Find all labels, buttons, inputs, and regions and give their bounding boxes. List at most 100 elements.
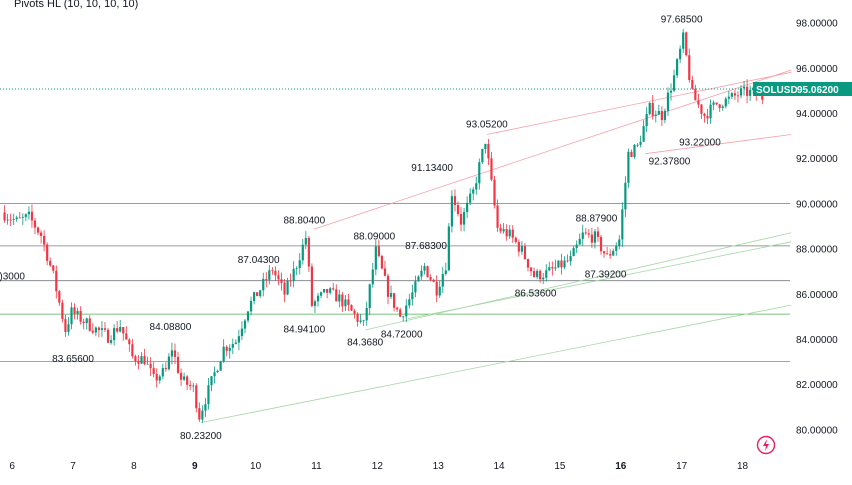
candle bbox=[262, 272, 265, 297]
candle-body bbox=[359, 320, 362, 322]
candle bbox=[484, 143, 487, 154]
candle bbox=[502, 223, 505, 234]
candle bbox=[146, 356, 149, 365]
candle bbox=[341, 291, 344, 312]
candle bbox=[672, 69, 676, 92]
candle-body bbox=[456, 205, 460, 214]
candle-body bbox=[697, 100, 700, 105]
candle bbox=[417, 275, 420, 282]
candle bbox=[557, 260, 560, 269]
symbol-price-tag: SOLUSD 95.06200 bbox=[753, 81, 852, 96]
y-tick-label: 86.00000 bbox=[796, 290, 838, 301]
candle bbox=[697, 93, 700, 109]
candle bbox=[462, 207, 466, 232]
pivot-label: 92.37800 bbox=[649, 157, 691, 168]
candle-body bbox=[94, 327, 97, 333]
candle-body bbox=[672, 75, 676, 91]
candle bbox=[438, 280, 441, 298]
y-tick-label: 94.00000 bbox=[796, 109, 838, 120]
candles-layer bbox=[3, 28, 764, 423]
candle bbox=[359, 314, 362, 324]
candle bbox=[490, 151, 493, 182]
candle-body bbox=[231, 343, 234, 348]
candle bbox=[12, 213, 15, 226]
candle-body bbox=[606, 253, 609, 255]
candle-body bbox=[82, 321, 85, 324]
candle bbox=[478, 158, 481, 190]
candle-body bbox=[125, 333, 128, 340]
candle bbox=[30, 204, 34, 228]
candle-body bbox=[259, 290, 262, 297]
candle bbox=[39, 230, 43, 244]
pivot-label: )3000 bbox=[0, 271, 25, 282]
candle bbox=[100, 321, 104, 337]
candle-body bbox=[499, 227, 502, 232]
candle bbox=[88, 315, 91, 332]
candle bbox=[219, 360, 222, 371]
candle-body bbox=[736, 95, 740, 97]
pivot-label: 88.09000 bbox=[353, 232, 395, 243]
candle bbox=[493, 176, 496, 209]
x-tick-label: 15 bbox=[554, 461, 566, 472]
pivot-label: 93.22000 bbox=[679, 138, 721, 149]
candle-body bbox=[399, 309, 402, 317]
candle bbox=[374, 240, 377, 276]
candle bbox=[578, 233, 581, 245]
candle-body bbox=[103, 328, 107, 330]
lightning-logo-icon[interactable] bbox=[756, 435, 776, 455]
candle-body bbox=[116, 328, 119, 332]
candle bbox=[55, 265, 58, 299]
candle-body bbox=[548, 267, 551, 271]
candle-body bbox=[612, 250, 615, 256]
pivot-label: 87.39200 bbox=[585, 269, 627, 280]
candle bbox=[58, 289, 61, 306]
y-tick-label: 92.00000 bbox=[796, 154, 838, 165]
candle-body bbox=[396, 307, 399, 310]
y-tick-label: 90.00000 bbox=[796, 199, 838, 210]
candle-body bbox=[709, 104, 712, 119]
candle bbox=[192, 382, 195, 393]
candle-body bbox=[453, 196, 457, 206]
candle bbox=[679, 45, 682, 63]
candle-body bbox=[593, 231, 597, 243]
candle-body bbox=[179, 372, 183, 380]
candle-body bbox=[335, 289, 338, 302]
candle bbox=[36, 226, 40, 235]
candle-body bbox=[73, 307, 76, 314]
candle-body bbox=[286, 280, 289, 295]
candle-body bbox=[639, 141, 642, 145]
x-tick-label: 18 bbox=[737, 461, 749, 472]
candle bbox=[724, 96, 727, 109]
candle-body bbox=[657, 110, 660, 115]
candle-body bbox=[216, 370, 219, 373]
pivot-label: 84.08800 bbox=[150, 322, 192, 333]
candle-body bbox=[58, 291, 61, 303]
candle-body bbox=[472, 189, 475, 194]
candle bbox=[103, 322, 107, 332]
candle bbox=[249, 296, 253, 316]
candle-body bbox=[426, 266, 429, 278]
trend-line-0 bbox=[313, 69, 792, 230]
candle-body bbox=[374, 246, 377, 270]
candle-body bbox=[46, 244, 49, 261]
candle-body bbox=[119, 327, 122, 332]
candle bbox=[642, 120, 645, 142]
candle bbox=[149, 356, 152, 376]
candle-body bbox=[52, 265, 55, 271]
candle bbox=[109, 335, 113, 345]
candle-body bbox=[578, 238, 581, 245]
candle bbox=[539, 269, 542, 283]
candle-body bbox=[402, 316, 405, 318]
candle-body bbox=[106, 329, 110, 343]
candle-body bbox=[225, 346, 228, 351]
candle-body bbox=[627, 151, 630, 183]
candle-body bbox=[529, 267, 533, 272]
candle bbox=[712, 100, 715, 111]
candle-body bbox=[691, 80, 694, 89]
candle-body bbox=[289, 280, 292, 282]
candle-body bbox=[572, 248, 575, 257]
candle bbox=[243, 318, 247, 334]
candle bbox=[344, 295, 347, 311]
candle bbox=[152, 362, 155, 378]
